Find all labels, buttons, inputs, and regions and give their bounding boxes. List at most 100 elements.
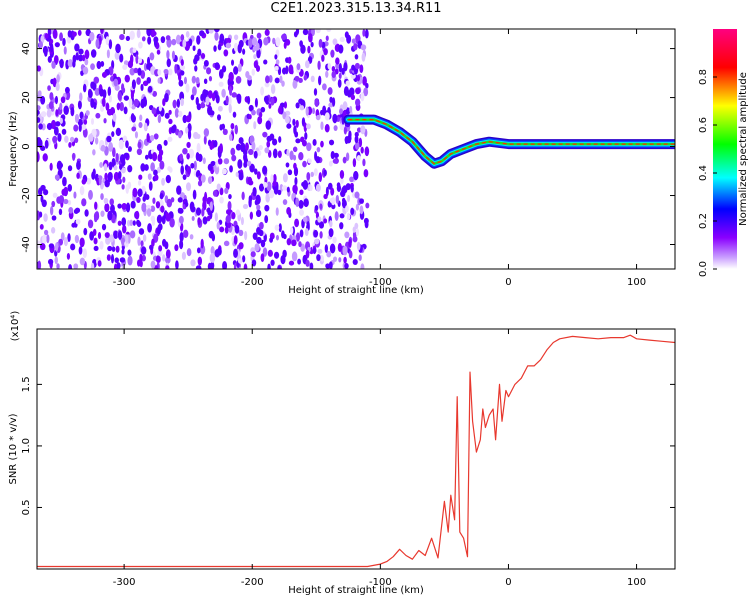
- noise-dot: [158, 105, 162, 112]
- noise-dot: [133, 98, 139, 107]
- noise-dot: [196, 142, 201, 153]
- noise-dot: [47, 258, 54, 265]
- noise-dot: [323, 218, 328, 224]
- noise-dot: [283, 101, 288, 109]
- noise-dot: [279, 75, 283, 84]
- noise-dot: [209, 110, 215, 116]
- noise-dot: [305, 106, 309, 116]
- noise-dot: [280, 254, 286, 265]
- noise-dot: [100, 61, 105, 67]
- noise-dot: [342, 101, 348, 111]
- noise-dot: [81, 54, 86, 62]
- noise-dot: [107, 245, 113, 252]
- noise-dot: [163, 68, 169, 75]
- noise-dot: [63, 186, 69, 197]
- noise-dot: [365, 202, 370, 209]
- noise-dot: [93, 211, 100, 221]
- noise-dot: [260, 106, 266, 113]
- noise-dot: [147, 223, 152, 233]
- noise-dot: [277, 189, 282, 196]
- noise-dot: [213, 164, 217, 172]
- noise-dot: [208, 75, 213, 82]
- noise-dot: [292, 118, 296, 126]
- noise-dot: [206, 197, 213, 203]
- noise-dot: [325, 186, 329, 197]
- noise-dot: [62, 37, 66, 47]
- noise-dot: [54, 42, 60, 48]
- noise-dot: [231, 92, 238, 98]
- noise-dot: [164, 112, 170, 119]
- noise-dot: [117, 220, 122, 226]
- noise-dot: [306, 171, 311, 181]
- noise-dot: [62, 176, 67, 187]
- noise-dot: [144, 164, 149, 171]
- noise-dot: [214, 212, 218, 222]
- noise-dot: [354, 135, 359, 144]
- noise-dot: [151, 30, 157, 37]
- noise-dot: [203, 89, 209, 96]
- y-tick-label: 0.5: [21, 500, 32, 516]
- noise-dot: [99, 162, 104, 168]
- noise-dot: [146, 132, 150, 143]
- noise-dot: [78, 48, 84, 55]
- noise-dot: [194, 54, 200, 62]
- snr-y-label: SNR (10 * v/v): [8, 413, 19, 484]
- noise-dot: [252, 232, 258, 240]
- noise-dot: [281, 80, 285, 87]
- noise-dot: [214, 31, 219, 41]
- noise-dot: [174, 244, 179, 252]
- noise-dot: [88, 133, 94, 142]
- noise-dot: [195, 151, 200, 161]
- noise-dot: [196, 247, 201, 254]
- noise-dot: [343, 126, 348, 135]
- noise-dot: [100, 193, 104, 201]
- noise-dot: [333, 152, 339, 158]
- noise-dot: [81, 198, 87, 207]
- noise-dot: [149, 52, 155, 61]
- noise-dot: [141, 36, 146, 42]
- noise-dot: [171, 38, 177, 46]
- noise-dot: [233, 34, 239, 41]
- noise-dot: [251, 109, 256, 116]
- noise-dot: [317, 60, 321, 70]
- noise-dot: [256, 48, 261, 59]
- noise-dot: [114, 51, 120, 60]
- noise-dot: [185, 126, 189, 134]
- noise-dot: [56, 263, 60, 269]
- noise-dot: [191, 75, 197, 84]
- noise-dot: [113, 78, 119, 87]
- noise-dot: [111, 246, 116, 252]
- noise-dot: [152, 90, 158, 97]
- noise-dot: [122, 64, 128, 70]
- noise-dot: [364, 220, 369, 229]
- noise-dot: [362, 77, 367, 86]
- noise-dot: [219, 226, 225, 233]
- noise-dot: [320, 255, 325, 262]
- noise-dot: [354, 131, 359, 138]
- noise-dot: [40, 184, 46, 191]
- noise-dot: [185, 115, 192, 123]
- noise-dot: [162, 254, 166, 262]
- noise-dot: [338, 62, 342, 73]
- noise-dot: [361, 52, 366, 62]
- noise-dot: [190, 162, 195, 169]
- noise-dot: [55, 82, 60, 91]
- noise-dot: [356, 241, 361, 251]
- noise-dot: [99, 240, 104, 250]
- noise-dot: [324, 112, 330, 121]
- noise-dot: [165, 249, 171, 259]
- signal-trace: [343, 114, 675, 169]
- noise-dot: [100, 29, 104, 35]
- noise-dot: [203, 128, 210, 137]
- noise-dot: [274, 77, 280, 84]
- noise-dot: [121, 203, 127, 210]
- noise-dot: [151, 152, 158, 162]
- noise-dot: [55, 109, 59, 117]
- noise-dot: [92, 168, 96, 177]
- noise-dot: [90, 49, 97, 58]
- noise-dot: [310, 75, 315, 83]
- noise-dot: [53, 55, 59, 64]
- noise-dot: [235, 75, 242, 84]
- noise-dot: [127, 181, 132, 189]
- noise-dot: [292, 154, 297, 161]
